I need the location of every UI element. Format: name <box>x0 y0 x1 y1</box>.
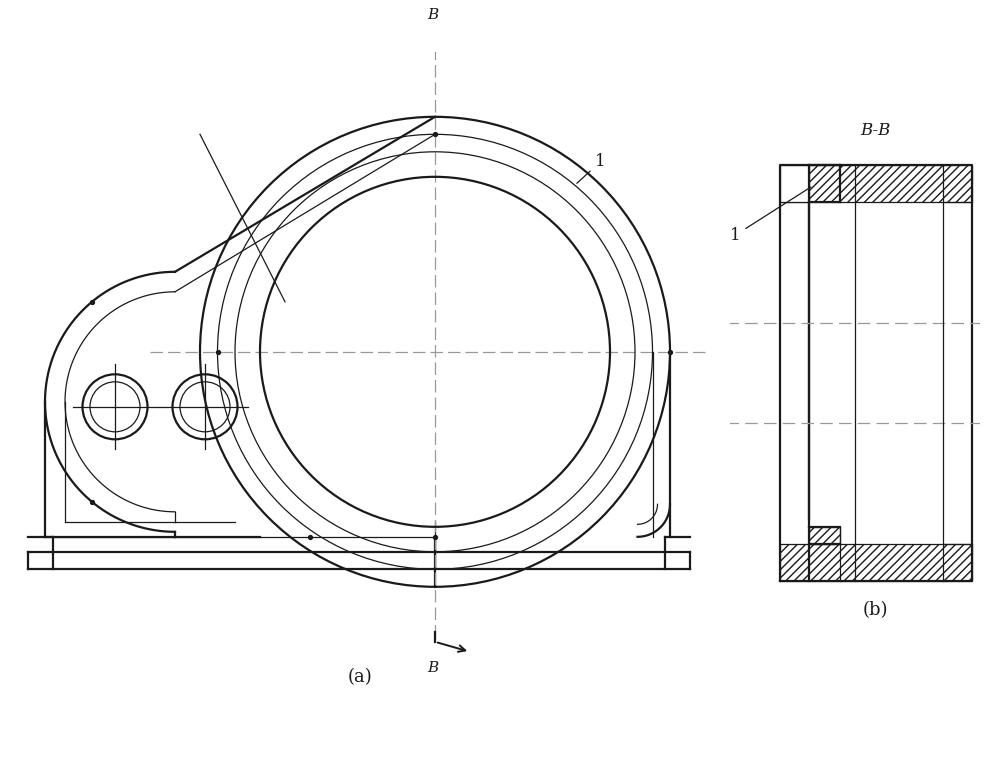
Bar <box>780 165 809 202</box>
Text: (b): (b) <box>863 601 889 618</box>
Text: B-B: B-B <box>861 122 891 139</box>
Text: (a): (a) <box>348 667 372 686</box>
Text: 1: 1 <box>577 153 606 183</box>
Bar <box>780 544 972 581</box>
Text: 1: 1 <box>730 187 811 244</box>
Bar <box>809 527 840 544</box>
Text: B: B <box>427 8 438 22</box>
Text: B: B <box>427 661 438 675</box>
Bar <box>780 165 972 202</box>
